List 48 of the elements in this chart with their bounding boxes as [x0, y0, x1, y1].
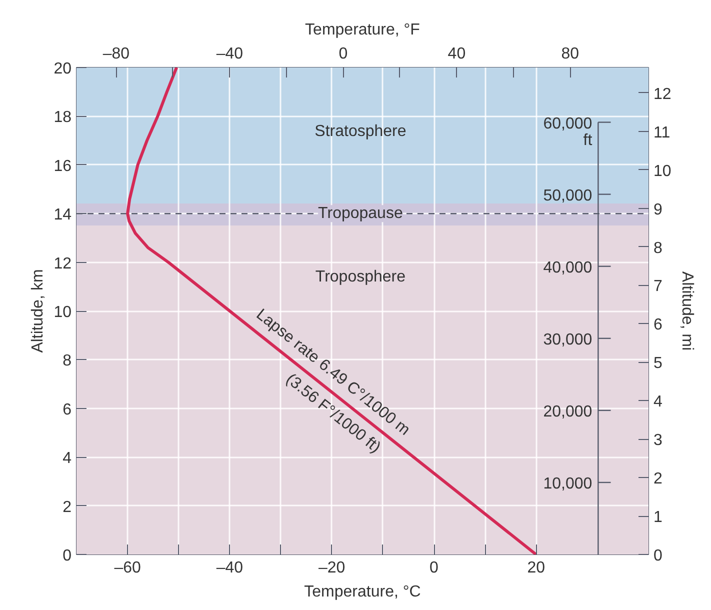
y-tick-label: 8: [62, 352, 72, 370]
y2-tick-label: 1: [654, 509, 662, 526]
y2-tick-label: 11: [654, 124, 670, 142]
y-tick-label: 12: [54, 255, 72, 272]
y3-tick-label: 30,000: [543, 331, 592, 348]
x2-tick-label: –80: [102, 46, 130, 62]
y2-axis-title: Altitude, mi: [678, 271, 696, 351]
y2-tick-label: 0: [654, 548, 662, 564]
y2-tick-label: 12: [654, 86, 672, 103]
y2-tick-label: 9: [654, 201, 662, 218]
band-label: Stratosphere: [314, 123, 406, 140]
x2-tick-label: 0: [338, 46, 348, 62]
x-axis-title: Temperature, °C: [304, 584, 421, 600]
x-tick-label: 0: [430, 560, 439, 576]
y3-tick-label: 10,000: [543, 475, 592, 492]
x2-tick-label: 40: [448, 46, 466, 62]
y2-tick-label: 2: [654, 470, 662, 488]
y2-tick-label: 7: [654, 278, 662, 296]
y-tick-label: 2: [62, 498, 72, 516]
y2-tick-label: 3: [654, 432, 662, 450]
x-tick-label: –20: [318, 560, 346, 576]
y-tick-label: 0: [62, 548, 72, 564]
band-label: Troposphere: [315, 268, 406, 286]
y3-tick-label: 60,000: [543, 115, 592, 132]
y2-tick-label: 10: [654, 162, 672, 180]
y-tick-label: 18: [54, 109, 72, 126]
x-tick-label: 20: [527, 560, 546, 576]
y2-tick-label: 8: [654, 240, 662, 257]
x-tick-label: –60: [114, 560, 142, 576]
y-tick-label: 14: [54, 206, 72, 224]
y-tick-label: 6: [62, 401, 72, 418]
y-tick-label: 20: [54, 60, 72, 78]
y3-axis-title: ft: [583, 132, 593, 149]
x-tick-label: –40: [216, 560, 244, 576]
y-tick-label: 10: [54, 304, 72, 321]
y-tick-label: 4: [62, 450, 72, 468]
y2-tick-label: 6: [654, 316, 662, 334]
y-tick-label: 16: [54, 158, 72, 175]
x2-axis-title: Temperature, °F: [305, 22, 420, 38]
y3-tick-label: 50,000: [543, 187, 592, 204]
y2-tick-label: 4: [654, 394, 662, 411]
y2-tick-label: 5: [654, 355, 662, 372]
x2-tick-label: –40: [216, 46, 244, 62]
ref-line-label: Tropopause: [318, 205, 403, 222]
y3-tick-label: 40,000: [543, 259, 592, 276]
x2-tick-label: 80: [561, 46, 580, 62]
y-axis-title: Altitude, km: [30, 269, 47, 353]
y3-tick-label: 20,000: [543, 403, 592, 420]
